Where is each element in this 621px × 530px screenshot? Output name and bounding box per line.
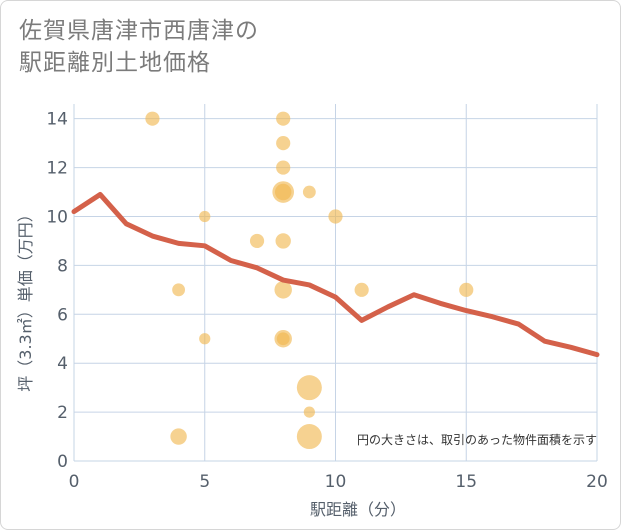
scatter-point bbox=[276, 111, 291, 126]
scatter-point bbox=[274, 183, 292, 201]
chart-title: 佐賀県唐津市西唐津の 駅距離別土地価格 bbox=[19, 15, 259, 79]
x-axis-label: 駅距離（分） bbox=[310, 500, 406, 519]
scatter-point bbox=[328, 209, 343, 224]
y-tick-label: 8 bbox=[57, 256, 68, 276]
y-tick-label: 0 bbox=[57, 452, 68, 472]
scatter-point bbox=[170, 428, 187, 445]
tick-labels: 0 5 10 15 20 0 2 4 6 8 10 12 14 bbox=[46, 110, 607, 492]
scatter-point bbox=[459, 282, 474, 297]
line-layer bbox=[71, 191, 600, 358]
chart-title-line-2: 駅距離別土地価格 bbox=[19, 50, 211, 76]
scatter-point bbox=[172, 283, 186, 297]
y-tick-label: 6 bbox=[57, 305, 68, 325]
y-tick-label: 2 bbox=[57, 403, 68, 423]
average-price-line bbox=[71, 191, 600, 358]
scatter-point bbox=[302, 185, 316, 199]
scatter-point bbox=[303, 406, 315, 418]
bubble-layer bbox=[145, 111, 474, 450]
scatter-point bbox=[199, 210, 211, 223]
scatter-point bbox=[276, 136, 291, 151]
scatter-point bbox=[274, 281, 292, 299]
size-note: 円の大きさは、取引のあった物件面積を示す bbox=[357, 432, 597, 447]
scatter-point bbox=[296, 424, 322, 450]
x-tick-label: 15 bbox=[455, 472, 477, 492]
grid-lines bbox=[73, 104, 598, 462]
scatter-point bbox=[275, 233, 291, 249]
y-tick-label: 4 bbox=[57, 354, 68, 374]
y-tick-label: 14 bbox=[46, 110, 68, 130]
chart-title-line-1: 佐賀県唐津市西唐津の bbox=[19, 18, 259, 44]
scatter-point bbox=[199, 333, 211, 345]
x-tick-label: 10 bbox=[325, 472, 347, 492]
y-tick-label: 12 bbox=[46, 159, 68, 179]
scatter-point bbox=[296, 375, 322, 401]
x-tick-label: 20 bbox=[586, 472, 608, 492]
y-axis-label: 坪（3.3㎡）単価（万円） bbox=[16, 206, 35, 391]
x-tick-label: 5 bbox=[199, 472, 210, 492]
scatter-point bbox=[276, 332, 290, 346]
y-tick-label: 10 bbox=[46, 207, 68, 227]
x-tick-label: 0 bbox=[69, 472, 80, 492]
scatter-point bbox=[145, 111, 160, 126]
scatter-point bbox=[249, 233, 265, 249]
scatter-point bbox=[276, 160, 291, 175]
scatter-point bbox=[354, 282, 369, 297]
